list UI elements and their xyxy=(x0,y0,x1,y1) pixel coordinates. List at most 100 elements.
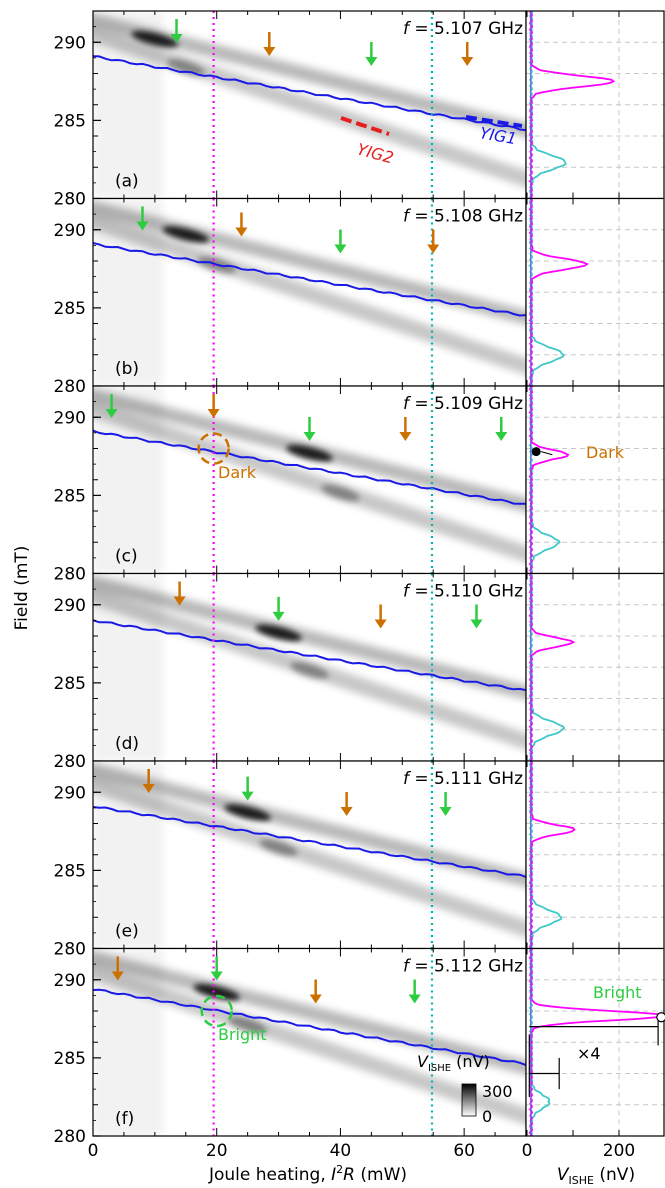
times4-label: ×4 xyxy=(577,1044,601,1063)
green-arrow xyxy=(495,417,508,441)
green-arrow xyxy=(170,19,183,43)
heatmap-panel: 280 285 290 f = 5.112 GHz (f) xyxy=(54,947,527,1147)
panel-title-f: f xyxy=(403,769,412,789)
colorbar-label-unit: (nV) xyxy=(451,1052,490,1071)
profile-x-tick-label: 200 xyxy=(603,1141,635,1161)
dark-point-leader xyxy=(541,451,553,456)
panel-title-value: = 5.111 GHz xyxy=(409,769,523,789)
orange-arrow xyxy=(207,394,220,418)
heatmap-secondary-spot xyxy=(321,484,360,502)
x-tick-label: 20 xyxy=(206,1141,228,1161)
green-arrow xyxy=(303,417,316,441)
dark-point xyxy=(531,447,541,457)
y-tick-label: 285 xyxy=(54,674,86,694)
heatmap-image xyxy=(93,573,526,761)
heatmap-image xyxy=(93,11,526,199)
heatmap-secondary-spot xyxy=(290,662,329,679)
green-arrow xyxy=(365,42,378,66)
heatmap-secondary-spot xyxy=(228,1016,267,1034)
heatmap-secondary-spot xyxy=(259,839,298,856)
bright-point xyxy=(656,1012,665,1023)
panel-title-f: f xyxy=(403,582,412,602)
y-tick-label: 290 xyxy=(54,596,86,616)
panel-title-value: = 5.108 GHz xyxy=(409,207,523,227)
y-tick-label: 280 xyxy=(54,377,86,397)
heatmap-bright-spot xyxy=(193,984,241,1001)
colorbar: VISHE (nV) 300 0 xyxy=(417,1052,513,1126)
green-arrow xyxy=(272,596,285,621)
panel-letter: (b) xyxy=(115,359,139,379)
heatmap-image xyxy=(93,386,526,574)
y-tick-label: 285 xyxy=(54,1049,86,1069)
profile-panel xyxy=(525,10,665,200)
profile-panel xyxy=(525,760,665,950)
y-tick-label: 290 xyxy=(54,783,86,803)
x-axis-label-prefix: Joule heating, xyxy=(208,1165,331,1185)
orange-arrow xyxy=(235,212,248,237)
yig1-line xyxy=(93,242,526,317)
bright-label-right: Bright xyxy=(593,983,642,1002)
x-axis-label-tail: R xyxy=(343,1165,355,1185)
heatmap-bright-spot xyxy=(162,226,210,243)
green-arrow xyxy=(210,956,223,981)
orange-arrow xyxy=(461,42,474,66)
y-tick-label: 280 xyxy=(54,1127,86,1147)
x-axis-right-sub: ISHE xyxy=(569,1174,594,1187)
panel-letter: (d) xyxy=(115,734,139,754)
y-tick-label: 280 xyxy=(54,190,86,210)
profile-panels: 0 200 xyxy=(522,10,665,1161)
colorbar-label-sub: ISHE xyxy=(428,1063,451,1074)
heatmap-panels: 280 285 290 f = 5.107 GHz (a) 280 285 290 f = 5.… xyxy=(54,10,527,1161)
profile-frame xyxy=(525,947,665,1137)
y-tick-label: 290 xyxy=(54,971,86,991)
y-tick-label: 285 xyxy=(54,861,86,881)
panel-title-value: = 5.112 GHz xyxy=(409,957,523,977)
orange-arrow xyxy=(111,956,124,981)
orange-arrow xyxy=(142,769,155,793)
heatmap-panel: 280 285 290 f = 5.109 GHz (c) xyxy=(54,385,527,585)
y-tick-label: 285 xyxy=(54,299,86,319)
dark-label-left: Dark xyxy=(218,463,257,482)
x-axis-label-right: VISHE (nV) xyxy=(557,1165,635,1187)
y-tick-label: 290 xyxy=(54,408,86,428)
green-arrow xyxy=(105,394,118,418)
profile-panel xyxy=(525,385,665,575)
x-axis-label-math: I xyxy=(331,1165,336,1185)
panel-title-value: = 5.107 GHz xyxy=(409,19,523,39)
green-arrow xyxy=(408,979,421,1004)
heatmap-bright-spot xyxy=(286,444,333,462)
panel-title-value: = 5.110 GHz xyxy=(409,582,523,602)
colorbar-label: VISHE (nV) xyxy=(417,1052,490,1074)
panel-title: f = 5.112 GHz xyxy=(403,957,523,977)
heatmap-bright-spot xyxy=(131,30,179,48)
x-tick-label: 60 xyxy=(453,1141,475,1161)
profile-panel xyxy=(525,572,665,762)
orange-arrow xyxy=(173,581,186,606)
panel-title-f: f xyxy=(403,394,412,414)
y-axis-label: Field (mT) xyxy=(12,546,32,631)
panel-title: f = 5.107 GHz xyxy=(403,19,523,39)
panel-title: f = 5.111 GHz xyxy=(403,769,523,789)
y-tick-label: 280 xyxy=(54,752,86,772)
y-tick-label: 280 xyxy=(54,940,86,960)
x-axis-label-left: Joule heating, I2R (mW) xyxy=(208,1163,407,1185)
heatmap-image xyxy=(93,948,526,1136)
panel-letter: (f) xyxy=(115,1109,134,1129)
panel-title-f: f xyxy=(403,957,412,977)
colorbar-max: 300 xyxy=(482,1082,513,1101)
y-tick-label: 285 xyxy=(54,486,86,506)
y-tick-label: 285 xyxy=(54,111,86,131)
heatmap-image xyxy=(93,761,526,949)
colorbar-label-math: V xyxy=(417,1052,429,1071)
yig1-line xyxy=(93,429,526,505)
orange-arrow xyxy=(374,604,387,629)
bright-circle xyxy=(200,994,233,1028)
orange-arrow xyxy=(399,417,412,441)
green-arrow xyxy=(334,229,347,254)
yig2-dash xyxy=(340,116,390,136)
panel-letter: (e) xyxy=(115,922,139,942)
yig1-dash xyxy=(465,115,523,128)
colorbar-min: 0 xyxy=(482,1107,492,1126)
profile-panel xyxy=(525,947,665,1137)
yig1-line xyxy=(93,55,526,132)
